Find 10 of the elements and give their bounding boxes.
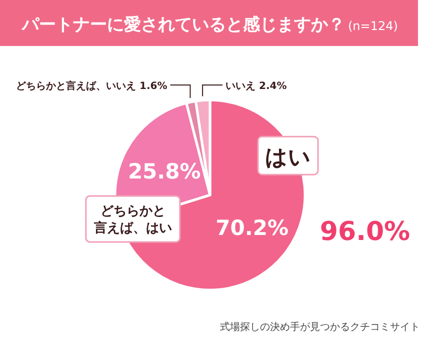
text: 式場探しの決め手が見つかるクチコミサイト xyxy=(220,321,420,333)
slice-label: いいえ 2.4% xyxy=(226,81,287,92)
data-label: 25.8% xyxy=(128,160,201,184)
text: (n=124) xyxy=(348,19,398,33)
slice-label: はい xyxy=(265,146,311,171)
chart-title: パートナーに愛されていると感じますか？ xyxy=(21,15,345,35)
text: 96.0% xyxy=(320,217,410,247)
slice-label: どちらかと言えば、はい xyxy=(92,204,172,236)
data-label: 70.2% xyxy=(216,216,289,240)
slice-label: どちらかと言えば、いいえ 1.6% xyxy=(16,80,168,92)
